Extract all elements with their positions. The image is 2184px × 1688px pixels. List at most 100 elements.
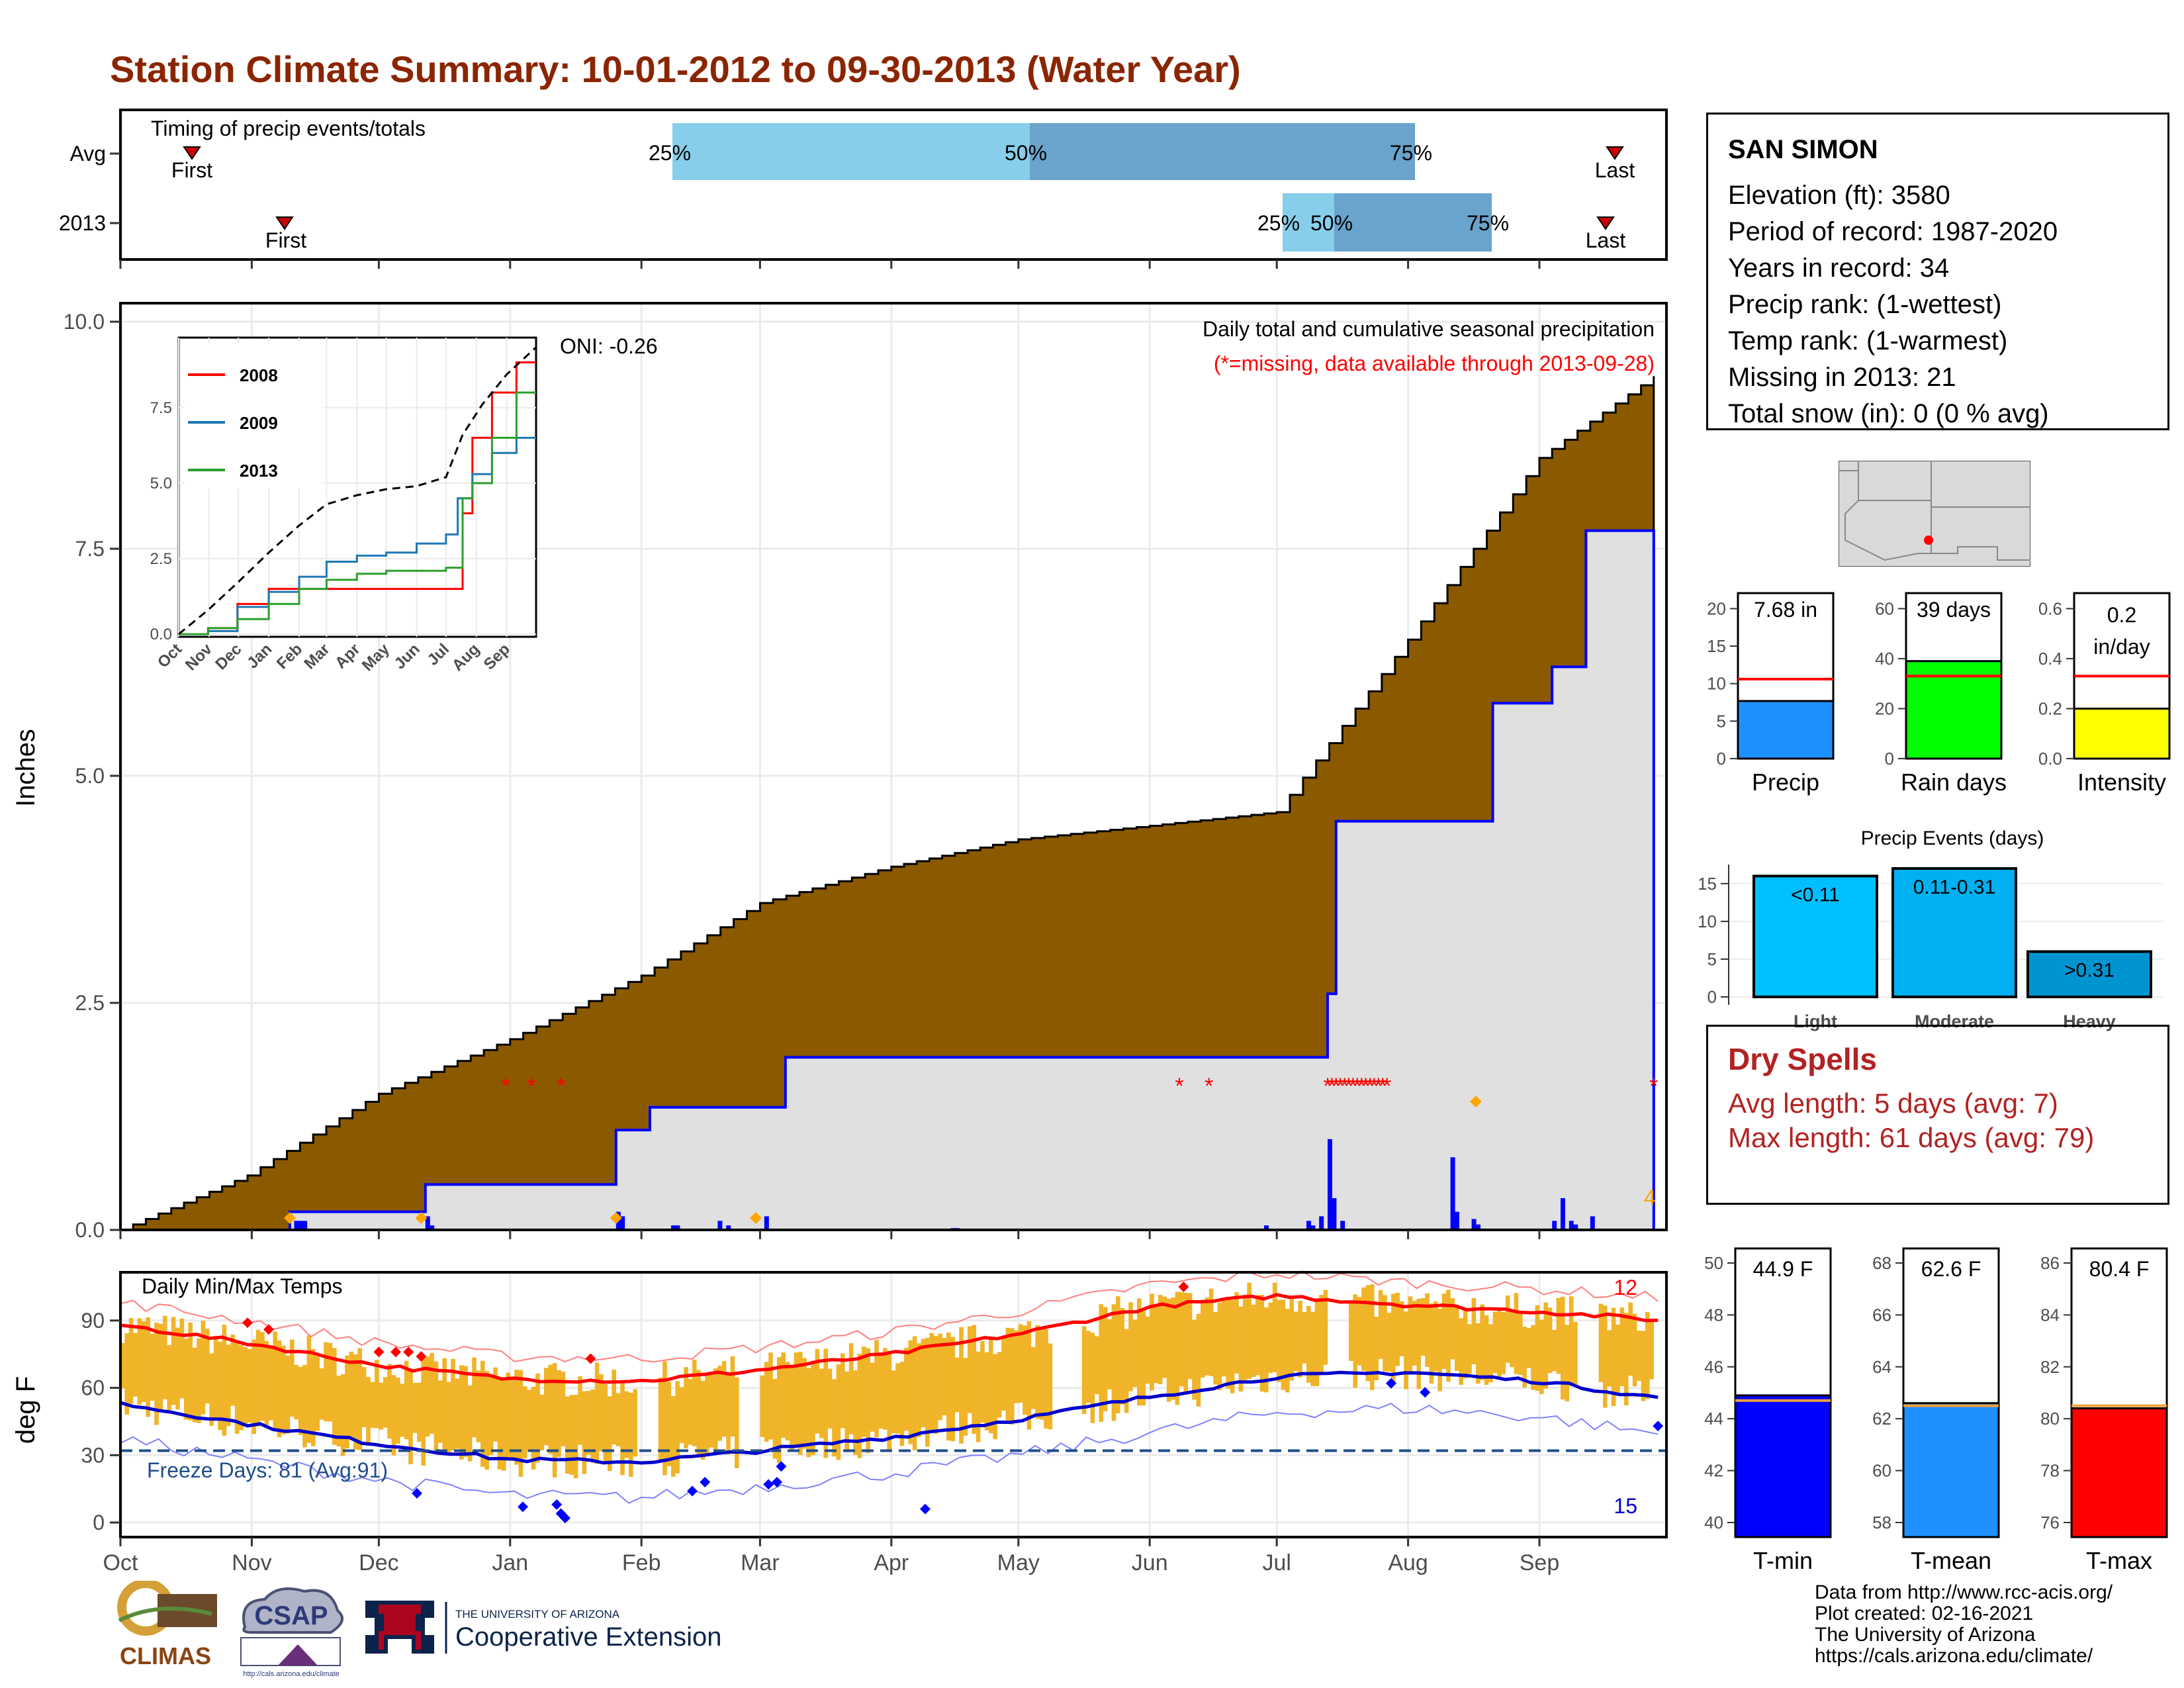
daily-temp-bar — [197, 1338, 201, 1423]
missing-marker: * — [1336, 1074, 1345, 1099]
daily-temp-bar — [760, 1375, 764, 1437]
daily-precip-bar — [1573, 1224, 1578, 1230]
daily-temp-bar — [857, 1353, 862, 1458]
daily-temp-bar — [1158, 1295, 1163, 1385]
info-line: Precip rank: (1-wettest) — [1728, 290, 2002, 319]
daily-temp-bar — [1467, 1324, 1472, 1374]
daily-temp-bar — [1183, 1292, 1188, 1393]
daily-temp-bar — [1128, 1302, 1133, 1391]
daily-temp-bar — [1420, 1297, 1426, 1356]
precip-label: Precip — [1752, 769, 1819, 796]
daily-temp-bar — [692, 1360, 697, 1446]
y-tick-label: 84 — [2040, 1305, 2060, 1325]
daily-temp-bar — [1196, 1313, 1201, 1407]
daily-temp-bar — [997, 1352, 1002, 1418]
avg-max-line — [120, 1293, 1659, 1384]
record-low-marker — [412, 1487, 422, 1499]
record-high-marker — [585, 1353, 596, 1364]
daily-precip-bar — [1340, 1221, 1345, 1230]
y-tick-label: 5 — [1707, 949, 1717, 969]
daily-precip-bar — [1552, 1221, 1557, 1230]
daily-temp-bar — [243, 1347, 248, 1426]
daily-temp-bar — [891, 1370, 896, 1434]
daily-temp-bar — [781, 1352, 786, 1438]
daily-temp-bar — [349, 1351, 354, 1440]
daily-temp-bar — [671, 1396, 676, 1477]
missing-marker: * — [1374, 1074, 1383, 1099]
y2013-p25: 25% — [1257, 211, 1300, 235]
daily-temp-bar — [1120, 1307, 1124, 1405]
y-tick-label: 58 — [1872, 1513, 1891, 1532]
daily-temp-bar — [1251, 1304, 1256, 1378]
daily-temp-bar — [904, 1348, 909, 1431]
intensity-value: 0.2 — [2107, 603, 2136, 627]
info-line: Missing in 2013: 21 — [1728, 363, 1956, 392]
dry-spells-box: Dry Spells Avg length: 5 days (avg: 7) M… — [1706, 1025, 2169, 1205]
y-tick-label: 15 — [1707, 636, 1726, 656]
record-low-marker — [1653, 1421, 1664, 1432]
daily-temp-bar — [1268, 1302, 1273, 1374]
inset-chart: 2008 2009 2013 0.02.55.07.5OctNovDecJanF… — [150, 336, 537, 675]
daily-temp-bar — [1035, 1325, 1040, 1419]
precip-value: 7.68 in — [1754, 598, 1817, 622]
daily-temp-bar — [192, 1347, 197, 1423]
daily-temp-bar — [802, 1358, 807, 1449]
record-high-marker — [416, 1351, 427, 1362]
record-max-count: 12 — [1614, 1276, 1637, 1299]
events-bar-label: >0.31 — [2064, 960, 2115, 982]
climas-text: CLIMAS — [120, 1642, 211, 1669]
daily-temp-bar — [768, 1352, 773, 1440]
heavy-count: 4 — [1644, 1186, 1656, 1209]
tmin-bar — [1734, 1394, 1832, 1538]
daily-temp-bar — [1455, 1304, 1459, 1372]
daily-temp-bar — [1166, 1298, 1171, 1402]
inset-line-2013 — [179, 391, 536, 635]
daily-temp-bar — [658, 1377, 663, 1462]
daily-temp-bar — [777, 1357, 782, 1464]
daily-temp-bar — [128, 1318, 134, 1404]
daily-temp-bar — [629, 1392, 633, 1477]
daily-temp-bar — [921, 1338, 926, 1428]
y2013-p75: 75% — [1467, 211, 1509, 235]
daily-temp-bar — [790, 1365, 794, 1450]
inset-y-tick-label: 7.5 — [150, 399, 172, 417]
daily-temp-bar — [895, 1363, 900, 1434]
daily-temp-bar — [561, 1372, 566, 1446]
daily-temp-bar — [375, 1360, 379, 1429]
daily-temp-bar — [1408, 1296, 1413, 1372]
daily-temp-bar — [417, 1382, 422, 1442]
daily-temp-bar — [735, 1377, 739, 1468]
missing-marker: * — [1175, 1074, 1183, 1099]
footer-line: Plot created: 02-16-2021 — [1815, 1603, 2034, 1624]
daily-temp-bar — [502, 1380, 506, 1471]
y2013-50-75-bar — [1334, 193, 1492, 252]
daily-temp-bar — [120, 1342, 125, 1389]
y-tick-label: 15 — [1698, 874, 1717, 894]
avg-p75: 75% — [1390, 141, 1432, 165]
missing-marker: * — [1649, 1074, 1658, 1099]
daily-temp-bar — [1399, 1301, 1404, 1356]
x-tick-label: Jul — [1262, 1550, 1291, 1575]
daily-temp-bar — [1281, 1299, 1286, 1390]
daily-precip-bar — [1328, 1139, 1332, 1230]
daily-temp-bar — [1488, 1324, 1493, 1383]
x-tick-label: Jun — [1132, 1550, 1168, 1575]
daily-temp-bar — [1289, 1297, 1294, 1381]
csap-logo: CSAP http://cals.arizona.edu/climate — [240, 1587, 344, 1678]
daily-temp-bar — [1243, 1294, 1248, 1380]
daily-temp-bar — [1044, 1329, 1048, 1429]
missing-marker: * — [1353, 1074, 1361, 1099]
daily-precip-bar — [1569, 1221, 1574, 1230]
daily-temp-bar — [666, 1382, 672, 1466]
moderate-events-bar — [1891, 867, 2017, 998]
daily-temp-bar — [942, 1338, 947, 1416]
heavy-event-marker — [1470, 1096, 1482, 1107]
y-tick-label: 10 — [1707, 674, 1726, 694]
tmax-bar — [2070, 1407, 2168, 1538]
daily-precip-bar — [298, 1221, 303, 1230]
daily-temp-bar — [1565, 1325, 1569, 1401]
daily-temp-bar — [815, 1348, 820, 1434]
oni-label: ONI: -0.26 — [560, 334, 658, 358]
daily-temp-bar — [1001, 1338, 1006, 1411]
daily-temp-bar — [506, 1372, 510, 1459]
